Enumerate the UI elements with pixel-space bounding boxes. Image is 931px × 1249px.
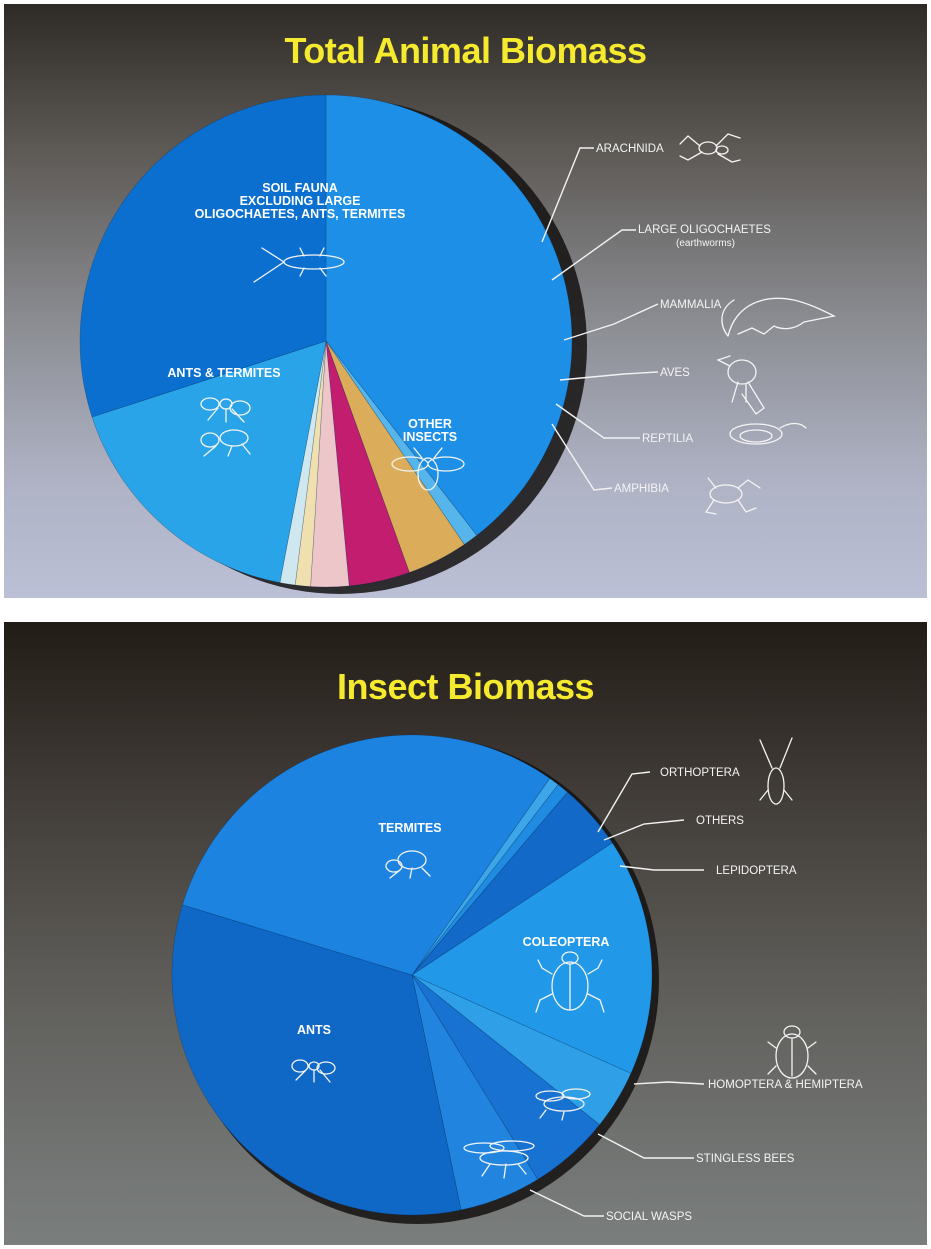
slice-label-termites: TERMITES	[378, 821, 441, 835]
slice-label-other-insects-1: OTHER	[408, 417, 452, 431]
frog-icon	[704, 477, 761, 515]
label-others: OTHERS	[696, 815, 744, 827]
bird-icon	[716, 355, 765, 415]
beetle-icon	[535, 951, 605, 1013]
pie-slice-other-insects	[91, 340, 327, 583]
label-earthworms: (earthworms)	[676, 238, 735, 249]
leader-line-stingless-bees	[597, 1133, 694, 1159]
pie-slices	[79, 94, 573, 588]
chart-title: Total Animal Biomass	[284, 30, 647, 71]
pie-slice-reptilia	[294, 340, 327, 587]
total-biomass-pie-chart: SOIL FAUNA EXCLUDING LARGE OLIGOCHAETES,…	[79, 94, 836, 594]
slice-label-ants: ANTS	[297, 1023, 331, 1037]
shield-bug-icon	[767, 1025, 817, 1079]
slice-label-other-insects-2: INSECTS	[403, 430, 457, 444]
pie-slice-ants	[171, 904, 462, 1216]
leader-line-mammalia	[563, 303, 659, 341]
pie-slice-coleoptera	[411, 842, 653, 1074]
bee-icon	[391, 447, 465, 491]
pie-slice-soil-fauna-excluding-large-oligochaetes-ants-termites	[325, 94, 573, 536]
ant-icon	[200, 397, 251, 423]
slice-label-soil-fauna-1: SOIL FAUNA	[262, 181, 337, 195]
slice-label-soil-fauna-2: EXCLUDING LARGE	[240, 194, 361, 208]
slice-label-coleoptera: COLEOPTERA	[523, 935, 610, 949]
label-reptilia: REPTILIA	[642, 433, 693, 445]
leader-line-homoptera	[633, 1081, 705, 1085]
insect-biomass-pie-chart: TERMITES ANTS COLEOPTERA ORTHOPTERA OTHE…	[171, 734, 863, 1224]
pie-slice-arachnida	[325, 340, 478, 545]
pie-slice-orthoptera	[411, 777, 559, 976]
label-aves: AVES	[660, 367, 690, 379]
pie-slice-others	[411, 784, 568, 976]
leader-line-oligochaetes	[551, 229, 636, 281]
label-orthoptera: ORTHOPTERA	[660, 767, 740, 779]
ant-icon	[291, 1059, 336, 1083]
label-homoptera-hemiptera: HOMOPTERA & HEMIPTERA	[708, 1079, 863, 1091]
label-amphibia: AMPHIBIA	[614, 483, 669, 495]
label-social-wasps: SOCIAL WASPS	[606, 1211, 692, 1223]
termite-icon	[385, 850, 431, 879]
stingless-bee-icon	[535, 1088, 591, 1121]
pie-slice-large-oligochaetes-earthworms	[325, 340, 465, 573]
pie-slice-ants-termites	[79, 94, 327, 418]
pie-slice-stingless-bees	[411, 974, 600, 1180]
anteater-icon	[721, 297, 836, 337]
spider-icon	[679, 133, 741, 163]
pie-slice-aves	[310, 340, 350, 588]
label-mammalia: MAMMALIA	[660, 299, 722, 311]
chart-title: Insect Biomass	[336, 666, 595, 707]
label-large-oligochaetes: LARGE OLIGOCHAETES	[638, 224, 771, 236]
pie-slice-termites	[182, 734, 551, 976]
insect-biomass-panel: Insect Biomass TERMITES ANTS COLEOPTERA …	[4, 622, 927, 1245]
pie-slice-amphibia	[279, 340, 327, 586]
wasp-icon	[463, 1140, 535, 1179]
leader-line-others	[603, 819, 685, 841]
leader-line-orthoptera	[597, 771, 651, 833]
pie-slice-lepidoptera	[411, 791, 613, 976]
leader-line-lepidoptera	[619, 865, 704, 871]
leader-line-aves	[559, 371, 659, 381]
label-lepidoptera: LEPIDOPTERA	[716, 865, 797, 877]
pie-slice-mammalia	[325, 340, 410, 587]
leader-line-social-wasps	[529, 1189, 604, 1217]
slice-label-soil-fauna-3: OLIGOCHAETES, ANTS, TERMITES	[195, 207, 406, 221]
slice-label-ants-termites: ANTS & TERMITES	[167, 366, 280, 380]
leader-line-amphibia	[551, 423, 613, 491]
total-biomass-panel: Total Animal Biomass SOIL FAUNA EXCLUDIN…	[4, 4, 927, 598]
label-stingless-bees: STINGLESS BEES	[696, 1153, 795, 1165]
leader-line-reptilia	[555, 403, 640, 439]
label-arachnida: ARACHNIDA	[596, 143, 664, 155]
termite-icon	[200, 429, 251, 457]
pie-slice-homoptera-hemiptera	[411, 974, 632, 1126]
pie-slices	[171, 734, 653, 1216]
snake-icon	[729, 422, 807, 445]
leader-line-arachnida	[541, 147, 594, 243]
cricket-icon	[759, 737, 793, 805]
springtail-icon	[253, 247, 345, 283]
